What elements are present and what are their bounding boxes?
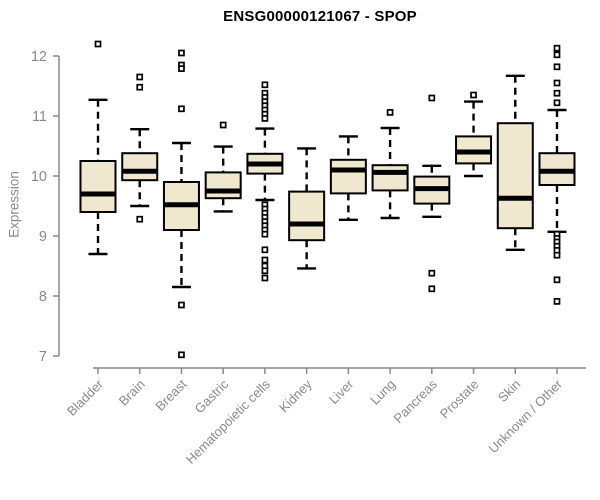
outlier-point-hematopoietic-cells (261, 246, 269, 254)
x-tick-label-breast: Breast (152, 376, 189, 413)
x-tick-label-liver: Liver (326, 376, 357, 407)
x-tick-label-brain: Brain (116, 377, 148, 409)
outlier-point-pancreas (428, 285, 436, 293)
box-gastric (204, 171, 242, 200)
x-tick-label-pancreas: Pancreas (390, 376, 440, 426)
box-bladder (79, 160, 117, 213)
x-tick-label-kidney: Kidney (276, 376, 315, 415)
outlier-point-brain (136, 83, 144, 91)
y-tick-label-7: 7 (39, 349, 47, 365)
outlier-point-breast (178, 105, 185, 113)
chart-title: ENSG00000121067 - SPOP (223, 8, 417, 25)
outlier-point-unknown-other (553, 51, 561, 59)
outlier-point-unknown-other (553, 251, 561, 259)
outlier-point-unknown-other (553, 63, 561, 71)
x-tick-label-lung: Lung (367, 377, 398, 408)
outlier-point-hematopoietic-cells (261, 230, 269, 238)
box-kidney (288, 190, 326, 242)
outlier-point-breast (178, 65, 185, 72)
box-lung (371, 164, 409, 192)
x-tick-label-prostate: Prostate (437, 377, 482, 422)
x-tick-label-skin: Skin (495, 377, 523, 405)
y-tick-label-10: 10 (31, 169, 47, 185)
outlier-point-breast (178, 351, 185, 359)
outlier-point-hematopoietic-cells (261, 274, 269, 282)
y-tick-label-8: 8 (39, 289, 47, 305)
box-brain (121, 152, 159, 182)
outlier-point-brain (136, 73, 144, 81)
y-tick-label-12: 12 (31, 49, 47, 65)
x-tick-label-bladder: Bladder (64, 376, 107, 419)
outlier-point-gastric (219, 121, 227, 129)
outlier-point-unknown-other (553, 79, 561, 87)
outlier-point-brain (136, 215, 144, 223)
y-tick-label-9: 9 (39, 229, 47, 245)
outlier-point-hematopoietic-cells (261, 256, 269, 264)
outlier-point-pancreas (428, 269, 436, 277)
outlier-point-breast (178, 301, 185, 309)
outlier-point-unknown-other (553, 298, 561, 305)
outlier-point-hematopoietic-cells (261, 267, 269, 275)
outlier-point-prostate (470, 91, 477, 99)
outlier-point-unknown-other (553, 89, 561, 97)
x-tick-label-unknown-other: Unknown / Other (486, 376, 566, 456)
outlier-point-bladder (94, 40, 102, 48)
outlier-point-breast (178, 49, 185, 57)
x-tick-label-gastric: Gastric (192, 376, 232, 416)
outlier-point-hematopoietic-cells (261, 81, 269, 89)
box-skin (496, 122, 534, 230)
box-liver (329, 158, 367, 195)
outlier-point-hematopoietic-cells (261, 115, 269, 122)
outlier-point-unknown-other (553, 276, 561, 284)
outlier-point-pancreas (428, 94, 436, 102)
y-tick-label-11: 11 (32, 109, 47, 125)
outlier-point-unknown-other (553, 44, 561, 52)
outlier-point-lung (386, 109, 394, 116)
outlier-point-unknown-other (553, 99, 561, 107)
